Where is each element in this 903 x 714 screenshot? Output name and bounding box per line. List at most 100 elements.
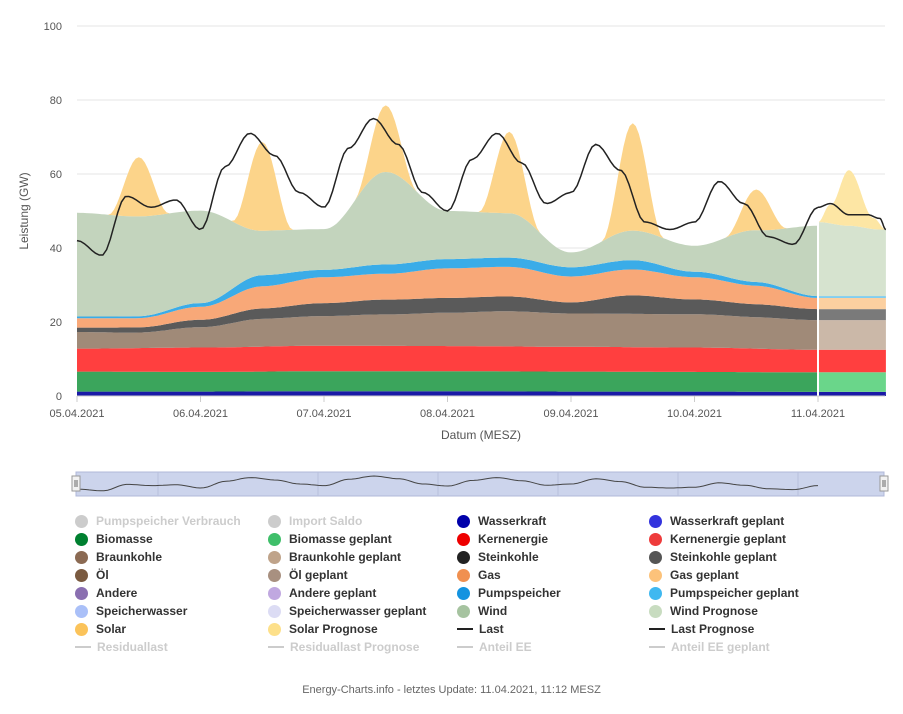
- legend-item-andere[interactable]: Andere: [75, 584, 137, 602]
- legend-label: Solar: [96, 622, 127, 636]
- legend-label: Wind: [478, 604, 508, 618]
- legend-item-kernenergie-geplant[interactable]: Kernenergie geplant: [649, 530, 786, 548]
- legend-label: Wasserkraft geplant: [670, 514, 785, 528]
- area-steinkohle: [77, 295, 818, 333]
- legend-dot-icon: [268, 532, 281, 546]
- legend-item-andere-geplant[interactable]: Andere geplant: [268, 584, 376, 602]
- legend-dot-icon: [649, 604, 662, 618]
- legend-item-anteil-ee-geplant[interactable]: Anteil EE geplant: [649, 638, 770, 656]
- area-wind-forecast: [818, 222, 886, 297]
- legend-dot-icon: [75, 568, 88, 582]
- legend-item-last-prognose[interactable]: Last Prognose: [649, 620, 754, 638]
- legend-dot-icon: [75, 514, 88, 528]
- legend-dot-icon: [457, 568, 470, 582]
- legend-item-speicherwasser-geplant[interactable]: Speicherwasser geplant: [268, 602, 426, 620]
- legend-line-icon: [649, 628, 665, 630]
- legend-item-residuallast[interactable]: Residuallast: [75, 638, 168, 656]
- area-steinkohle-forecast: [818, 309, 886, 321]
- legend-dot-icon: [649, 568, 662, 582]
- area-biomasse: [77, 371, 818, 392]
- legend-line-icon: [268, 646, 284, 648]
- legend-dot-icon: [75, 586, 88, 600]
- legend-item-wasserkraft[interactable]: Wasserkraft: [457, 512, 546, 530]
- legend-dot-icon: [649, 586, 662, 600]
- legend-item-braunkohle[interactable]: Braunkohle: [75, 548, 162, 566]
- legend-label: Kernenergie geplant: [670, 532, 787, 546]
- legend-item-solar-prognose[interactable]: Solar Prognose: [268, 620, 378, 638]
- credits-text: Energy-Charts.info - letztes Update: 11.…: [302, 684, 601, 696]
- legend-dot-icon: [75, 532, 88, 546]
- legend-item-speicherwasser[interactable]: Speicherwasser: [75, 602, 187, 620]
- legend-label: Last: [479, 622, 504, 636]
- legend-item-import-saldo[interactable]: Import Saldo: [268, 512, 362, 530]
- legend-label: Andere geplant: [289, 586, 377, 600]
- legend-item-pumpspeicher-verbrauch[interactable]: Pumpspeicher Verbrauch: [75, 512, 241, 530]
- area-braunkohle: [77, 311, 818, 350]
- area-wasserkraft-forecast: [818, 391, 886, 396]
- legend-item-wasserkraft-geplant[interactable]: Wasserkraft geplant: [649, 512, 784, 530]
- legend-dot-icon: [457, 550, 470, 564]
- legend-label: Gas geplant: [670, 568, 739, 582]
- legend-dot-icon: [268, 586, 281, 600]
- navigator-handle-right[interactable]: [879, 475, 889, 492]
- legend-dot-icon: [457, 514, 470, 528]
- legend-label: Öl: [96, 568, 109, 582]
- legend-item-pumpspeicher[interactable]: Pumpspeicher: [457, 584, 561, 602]
- legend-label: Braunkohle: [96, 550, 163, 564]
- legend-item-biomasse-geplant[interactable]: Biomasse geplant: [268, 530, 392, 548]
- legend-dot-icon: [457, 586, 470, 600]
- legend-item-wind[interactable]: Wind: [457, 602, 507, 620]
- legend-item-gas[interactable]: Gas: [457, 566, 501, 584]
- legend-item-steinkohle-geplant[interactable]: Steinkohle geplant: [649, 548, 777, 566]
- legend-item-biomasse[interactable]: Biomasse: [75, 530, 153, 548]
- legend-dot-icon: [649, 532, 662, 546]
- legend-item--l-geplant[interactable]: Öl geplant: [268, 566, 348, 584]
- x-tick-label: 07.04.2021: [296, 408, 351, 420]
- legend-line-icon: [75, 646, 91, 648]
- legend-label: Wind Prognose: [670, 604, 758, 618]
- legend-label: Residuallast: [97, 640, 168, 654]
- line-last: [76, 117, 819, 256]
- x-axis-title: Datum (MESZ): [441, 428, 521, 442]
- y-axis-title: Leistung (GW): [17, 172, 31, 249]
- legend-dot-icon: [268, 550, 281, 564]
- area-solar: [77, 105, 818, 253]
- legend-item-gas-geplant[interactable]: Gas geplant: [649, 566, 739, 584]
- legend-item-residuallast-prognose[interactable]: Residuallast Prognose: [268, 638, 419, 656]
- legend-label: Import Saldo: [289, 514, 363, 528]
- line-last-prognose: [818, 202, 887, 231]
- legend-item-solar[interactable]: Solar: [75, 620, 126, 638]
- area-biomasse-forecast: [818, 372, 886, 392]
- legend-dot-icon: [457, 532, 470, 546]
- legend-dot-icon: [649, 550, 662, 564]
- legend-label: Gas: [478, 568, 501, 582]
- legend-item-last[interactable]: Last: [457, 620, 504, 638]
- navigator: [71, 471, 889, 497]
- legend-label: Pumpspeicher Verbrauch: [96, 514, 241, 528]
- legend-item-wind-prognose[interactable]: Wind Prognose: [649, 602, 758, 620]
- area-kernenergie: [77, 345, 818, 373]
- area-pumpspeicher-forecast: [818, 296, 886, 298]
- x-tick-label: 05.04.2021: [49, 408, 104, 420]
- navigator-handle-left[interactable]: [71, 475, 81, 492]
- x-tick-label: 11.04.2021: [791, 408, 845, 420]
- x-tick-label: 09.04.2021: [543, 408, 598, 420]
- x-tick-label: 08.04.2021: [420, 408, 475, 420]
- legend-item--l[interactable]: Öl: [75, 566, 109, 584]
- area-wasserkraft: [77, 391, 818, 396]
- y-tick-label: 20: [50, 317, 62, 329]
- legend-item-kernenergie[interactable]: Kernenergie: [457, 530, 548, 548]
- area-gas: [77, 266, 818, 328]
- legend-item-pumpspeicher-geplant[interactable]: Pumpspeicher geplant: [649, 584, 799, 602]
- legend-label: Speicherwasser: [96, 604, 188, 618]
- legend-dot-icon: [75, 550, 88, 564]
- y-tick-label: 100: [44, 21, 62, 33]
- legend-item-anteil-ee[interactable]: Anteil EE: [457, 638, 532, 656]
- legend-line-icon: [457, 628, 473, 630]
- legend-item-braunkohle-geplant[interactable]: Braunkohle geplant: [268, 548, 401, 566]
- legend-label: Steinkohle geplant: [670, 550, 777, 564]
- area-kernenergie-forecast: [818, 349, 886, 373]
- legend-label: Öl geplant: [289, 568, 348, 582]
- x-tick-label: 10.04.2021: [667, 408, 722, 420]
- legend-item-steinkohle[interactable]: Steinkohle: [457, 548, 539, 566]
